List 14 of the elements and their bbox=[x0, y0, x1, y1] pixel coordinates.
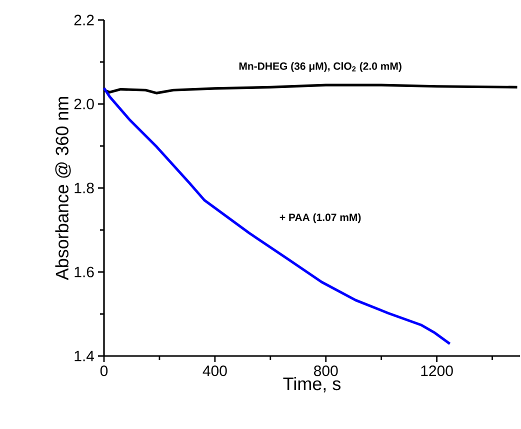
x-axis-title: Time, s bbox=[283, 376, 340, 392]
x-tick-label: 400 bbox=[202, 366, 227, 376]
y-tick-label: 2.2 bbox=[74, 14, 94, 26]
y-tick-label: 1.8 bbox=[74, 182, 94, 194]
y-tick-label: 1.6 bbox=[74, 266, 94, 278]
y-tick-label: 2.0 bbox=[74, 98, 94, 110]
y-tick-label: 1.4 bbox=[74, 350, 94, 362]
series-label: Mn-DHEG (36 μM), ClO$_{2}$ (2.0 mM) bbox=[239, 62, 402, 72]
y-axis-title: Absorbance @ 360 nm bbox=[55, 97, 71, 280]
text: + PAA (1.07 mM) bbox=[280, 213, 361, 224]
line-series bbox=[102, 86, 452, 346]
x-tick-label: 0 bbox=[100, 366, 108, 376]
x-tick-label: 800 bbox=[314, 366, 338, 376]
x-tick-label: 1200 bbox=[421, 366, 453, 376]
